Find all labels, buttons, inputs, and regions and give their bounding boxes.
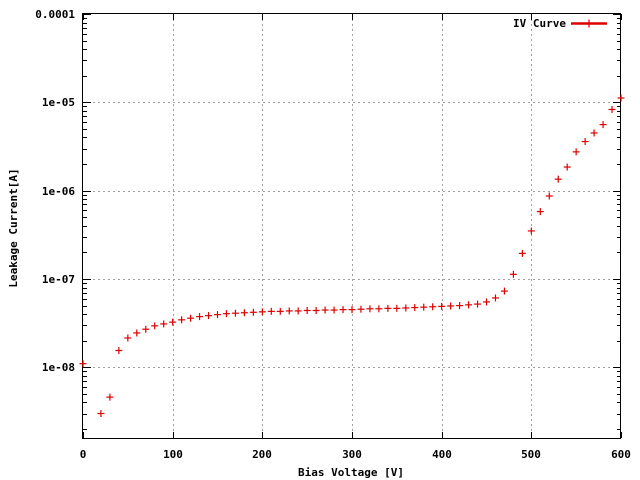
- data-point: [106, 393, 114, 401]
- y-tick-label: 1e-08: [42, 361, 75, 374]
- x-tick-labels: 0 100 200 300 400 500 600: [80, 448, 631, 461]
- y-tick-label: 1e-07: [42, 273, 75, 286]
- x-tick-label: 200: [252, 448, 272, 461]
- x-tick-label: 300: [342, 448, 362, 461]
- y-tick-label: 1e-06: [42, 185, 75, 198]
- data-point: [231, 309, 239, 317]
- data-point: [124, 334, 132, 342]
- data-point: [267, 307, 275, 315]
- y-tick-label: 1e-05: [42, 96, 75, 109]
- data-point: [402, 304, 410, 312]
- data-point: [563, 163, 571, 171]
- data-point: [599, 121, 607, 129]
- data-point: [249, 308, 257, 316]
- data-point: [536, 208, 544, 216]
- data-point: [142, 325, 150, 333]
- legend: IV Curve: [513, 17, 607, 30]
- legend-label-iv-curve: IV Curve: [513, 17, 566, 30]
- data-point: [581, 138, 589, 146]
- data-point: [151, 322, 159, 330]
- data-point: [527, 227, 535, 235]
- data-point: [375, 305, 383, 313]
- data-point: [554, 175, 562, 183]
- plot-frame: [82, 13, 621, 439]
- data-point: [205, 312, 213, 320]
- data-point: [285, 307, 293, 315]
- data-point: [617, 94, 625, 102]
- data-point: [115, 347, 123, 355]
- data-point: [590, 129, 598, 137]
- data-point: [294, 307, 302, 315]
- data-point: [518, 249, 526, 257]
- data-point: [456, 302, 464, 310]
- data-point: [384, 304, 392, 312]
- data-point: [509, 270, 517, 278]
- data-point: [465, 301, 473, 309]
- data-point: [321, 306, 329, 314]
- data-point: [169, 318, 177, 326]
- data-point: [438, 302, 446, 310]
- data-point: [608, 105, 616, 113]
- data-point: [196, 313, 204, 321]
- y-tick-label: 0.0001: [35, 8, 75, 21]
- data-point: [330, 306, 338, 314]
- x-tick-label: 0: [80, 448, 87, 461]
- data-point: [491, 294, 499, 302]
- data-point: [572, 148, 580, 156]
- data-point: [366, 305, 374, 313]
- data-point: [276, 307, 284, 315]
- x-tick-label: 400: [432, 448, 452, 461]
- data-point: [429, 303, 437, 311]
- data-point: [545, 192, 553, 200]
- data-point: [312, 306, 320, 314]
- data-point: [97, 410, 105, 418]
- x-tick-label: 500: [521, 448, 541, 461]
- y-tick-labels: 1e-08 1e-07 1e-06 1e-05 0.0001: [35, 8, 75, 374]
- data-point: [348, 306, 356, 314]
- data-point: [222, 310, 230, 318]
- data-point: [178, 316, 186, 324]
- data-point: [339, 306, 347, 314]
- grid-lines: [83, 14, 621, 438]
- data-point: [357, 305, 365, 313]
- x-tick-label: 600: [611, 448, 631, 461]
- data-point: [258, 308, 266, 316]
- data-point: [500, 287, 508, 295]
- data-point: [411, 304, 419, 312]
- data-point: [79, 360, 87, 368]
- data-point: [447, 302, 455, 310]
- data-point: [187, 314, 195, 322]
- x-axis-title: Bias Voltage [V]: [298, 466, 404, 479]
- data-point: [474, 300, 482, 308]
- data-point: [483, 298, 490, 306]
- data-point: [214, 311, 221, 319]
- x-tick-label: 100: [163, 448, 183, 461]
- data-point: [393, 304, 401, 312]
- data-point: [133, 329, 141, 337]
- data-point: [160, 320, 168, 328]
- data-point: [240, 309, 248, 317]
- data-point: [303, 306, 311, 314]
- y-axis-title: Leakage Current[A]: [7, 168, 20, 287]
- series-iv-curve-points: [79, 94, 625, 418]
- data-point: [420, 303, 428, 311]
